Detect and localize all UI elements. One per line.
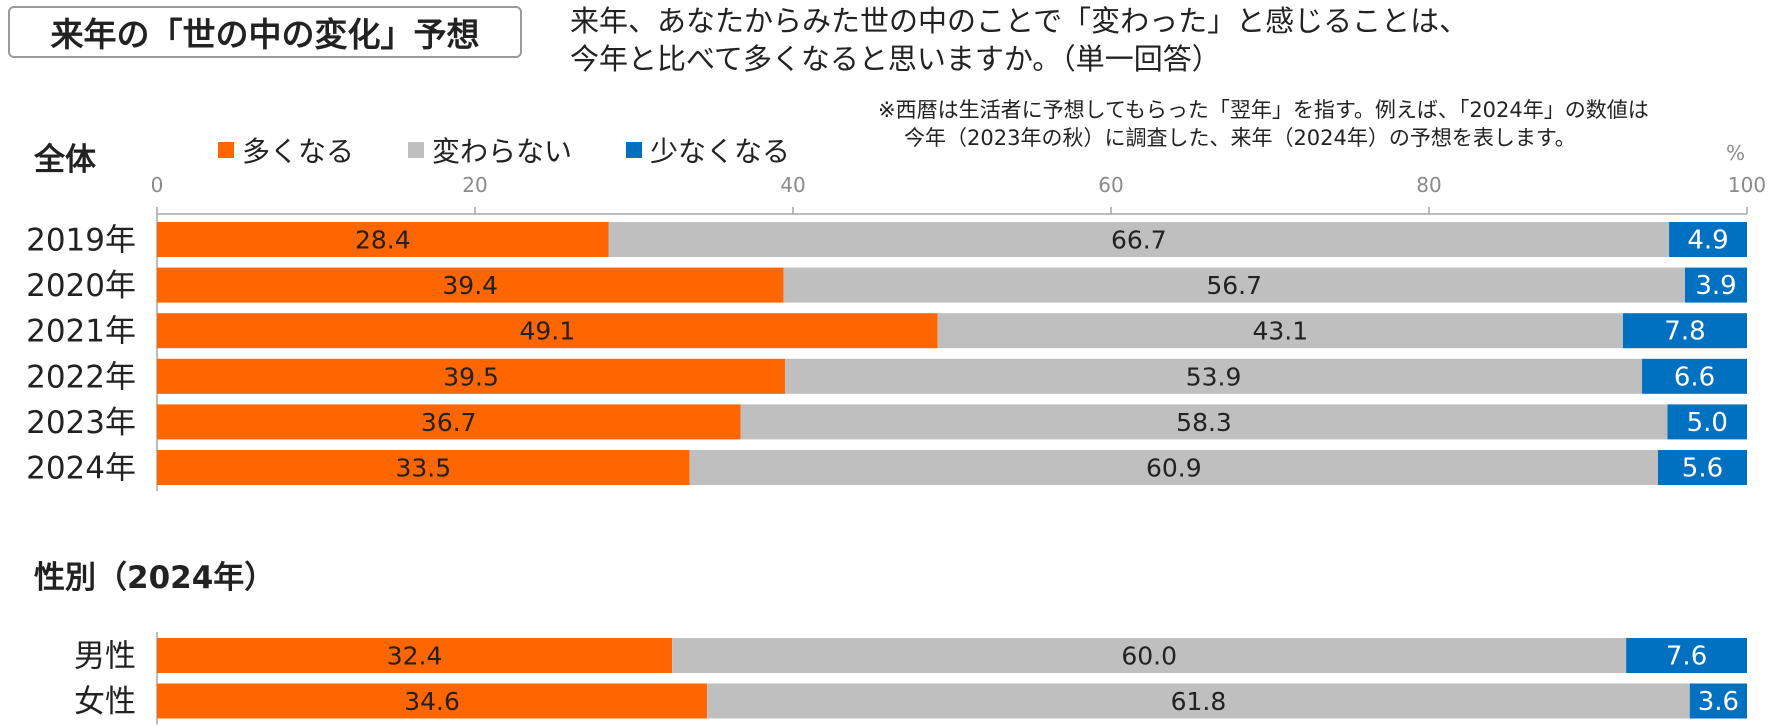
legend-label-same: 変わらない <box>432 135 573 168</box>
bar-more-0-3 <box>157 358 786 394</box>
data-label-more-0-0: 28.4 <box>355 226 411 255</box>
data-label-same-0-3: 53.9 <box>1186 362 1242 391</box>
x-tick-label-60: 60 <box>1098 173 1123 197</box>
question-text: 来年、あなたからみた世の中のことで「変わった」と感じることは、 今年と比べて多く… <box>570 2 1570 78</box>
category-label-0-3: 2022年 <box>26 359 136 395</box>
data-label-more-1-1: 34.6 <box>404 687 460 716</box>
x-axis-unit: % <box>1726 141 1745 165</box>
data-label-less-0-3: 6.6 <box>1674 362 1715 392</box>
category-label-0-1: 2020年 <box>26 268 136 304</box>
chart-legend: 多くなる 変わらない 少なくなる <box>218 130 844 170</box>
bar-same-0-4 <box>740 404 1668 440</box>
data-label-more-0-4: 36.7 <box>421 408 477 437</box>
bar-less-1-0 <box>1626 638 1747 673</box>
bar-same-0-1 <box>783 267 1685 303</box>
bar-less-0-4 <box>1667 404 1747 440</box>
bar-same-1-0 <box>672 638 1627 673</box>
bar-same-0-0 <box>608 222 1670 257</box>
data-label-less-1-1: 3.6 <box>1698 687 1739 717</box>
legend-item-more: 多くなる <box>218 130 354 170</box>
data-label-same-0-0: 66.7 <box>1111 226 1167 255</box>
bar-less-1-1 <box>1689 683 1747 719</box>
section-label-gender: 性別（2024年） <box>34 560 276 596</box>
section-label-overall: 全体 <box>34 142 96 178</box>
x-tick-label-40: 40 <box>780 173 805 197</box>
footnote-line-1: ※西暦は生活者に予想してもらった「翌年」を指す。例えば、「2024年」の数値は <box>878 98 1649 122</box>
category-label-0-0: 2019年 <box>26 223 136 259</box>
bar-more-0-1 <box>157 267 784 303</box>
category-label-1-1: 女性 <box>74 684 136 720</box>
data-label-less-0-1: 3.9 <box>1695 271 1736 301</box>
legend-item-less: 少なくなる <box>626 130 790 170</box>
data-label-less-1-0: 7.6 <box>1666 642 1707 672</box>
bar-less-0-1 <box>1684 267 1747 303</box>
x-tick-label-100: 100 <box>1728 173 1766 197</box>
data-label-less-0-4: 5.0 <box>1687 408 1728 438</box>
bar-more-1-1 <box>157 683 708 719</box>
data-label-less-0-0: 4.9 <box>1687 226 1728 256</box>
bar-same-0-2 <box>937 313 1623 349</box>
chart-title: 来年の「世の中の変化」予想 <box>8 6 522 58</box>
footnote: ※西暦は生活者に予想してもらった「翌年」を指す。例えば、「2024年」の数値は … <box>878 96 1758 152</box>
data-label-more-0-2: 49.1 <box>520 317 576 346</box>
legend-swatch-less <box>626 142 643 158</box>
category-label-1-0: 男性 <box>74 639 136 675</box>
legend-item-same: 変わらない <box>408 130 572 170</box>
category-label-0-2: 2021年 <box>26 314 136 350</box>
question-line-1: 来年、あなたからみた世の中のことで「変わった」と感じることは、 <box>570 4 1469 38</box>
category-label-0-5: 2024年 <box>26 451 136 487</box>
bar-less-0-5 <box>1657 450 1747 485</box>
legend-swatch-more <box>218 142 234 158</box>
bar-more-0-4 <box>157 404 741 440</box>
legend-label-more: 多くなる <box>242 135 355 168</box>
data-label-more-0-3: 39.5 <box>443 362 499 391</box>
bar-less-0-3 <box>1642 358 1747 394</box>
data-label-same-0-4: 58.3 <box>1176 408 1232 437</box>
bar-more-1-0 <box>157 638 673 673</box>
x-tick-label-80: 80 <box>1416 173 1441 197</box>
data-label-same-0-2: 43.1 <box>1252 317 1308 346</box>
data-label-same-1-1: 61.8 <box>1171 687 1227 716</box>
legend-label-less: 少なくなる <box>650 135 791 168</box>
x-tick-label-0: 0 <box>151 173 164 197</box>
data-label-same-1-0: 60.0 <box>1121 642 1177 671</box>
x-tick-label-20: 20 <box>462 173 487 197</box>
bar-less-0-0 <box>1669 222 1747 257</box>
bar-less-0-2 <box>1622 313 1747 349</box>
question-line-2: 今年と比べて多くなると思いますか。（単一回答） <box>570 42 1221 76</box>
data-label-more-1-0: 32.4 <box>387 642 443 671</box>
bar-same-0-5 <box>689 450 1658 485</box>
bar-more-0-5 <box>157 450 690 485</box>
data-label-less-0-5: 5.6 <box>1682 454 1723 484</box>
category-label-0-4: 2023年 <box>26 405 136 441</box>
legend-swatch-same <box>408 142 425 158</box>
footnote-line-2: 今年（2023年の秋）に調査した、来年（2024年）の予想を表します。 <box>904 126 1576 150</box>
data-label-more-0-5: 33.5 <box>395 454 451 483</box>
data-label-same-0-5: 60.9 <box>1146 454 1202 483</box>
data-label-less-0-2: 7.8 <box>1664 317 1705 347</box>
bar-more-0-2 <box>157 313 938 349</box>
bar-same-0-3 <box>785 358 1643 394</box>
bar-more-0-0 <box>157 222 609 257</box>
data-label-same-0-1: 56.7 <box>1206 271 1262 300</box>
data-label-more-0-1: 39.4 <box>442 271 498 300</box>
bar-same-1-1 <box>707 683 1690 719</box>
